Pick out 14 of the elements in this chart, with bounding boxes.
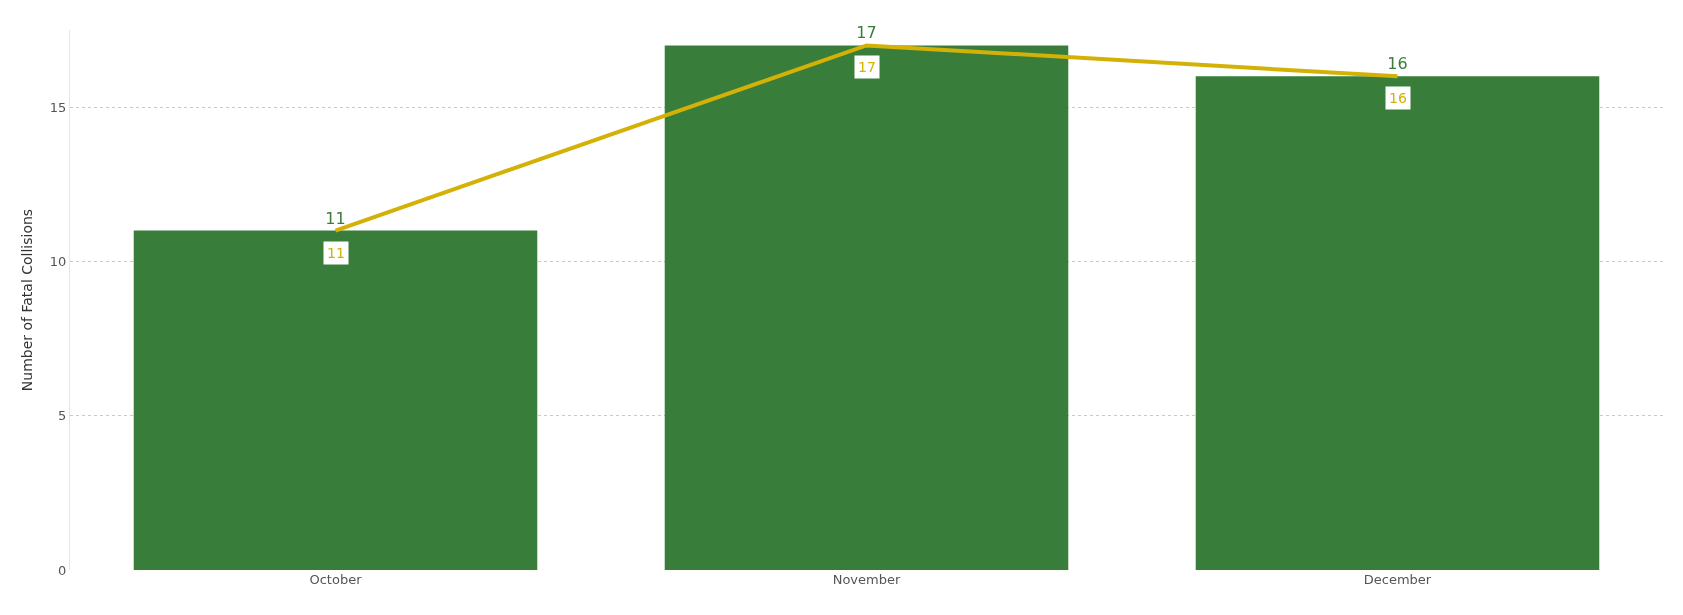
y-tick-label: 5: [58, 408, 67, 424]
data-label: 17: [858, 59, 876, 75]
y-tick-label: 10: [49, 253, 67, 269]
y-tick-label: 0: [58, 562, 67, 578]
data-label: 16: [1387, 54, 1408, 74]
data-label: 11: [325, 208, 346, 228]
data-label: 17: [856, 23, 877, 43]
y-tick-label: 15: [49, 99, 67, 115]
x-tick-label: November: [832, 572, 901, 587]
x-tick-label: October: [309, 572, 363, 587]
y-axis-title: Number of Fatal Collisions: [19, 208, 35, 392]
data-label: 16: [1389, 90, 1407, 106]
data-label: 11: [327, 245, 345, 261]
x-tick-label: December: [1363, 572, 1432, 587]
